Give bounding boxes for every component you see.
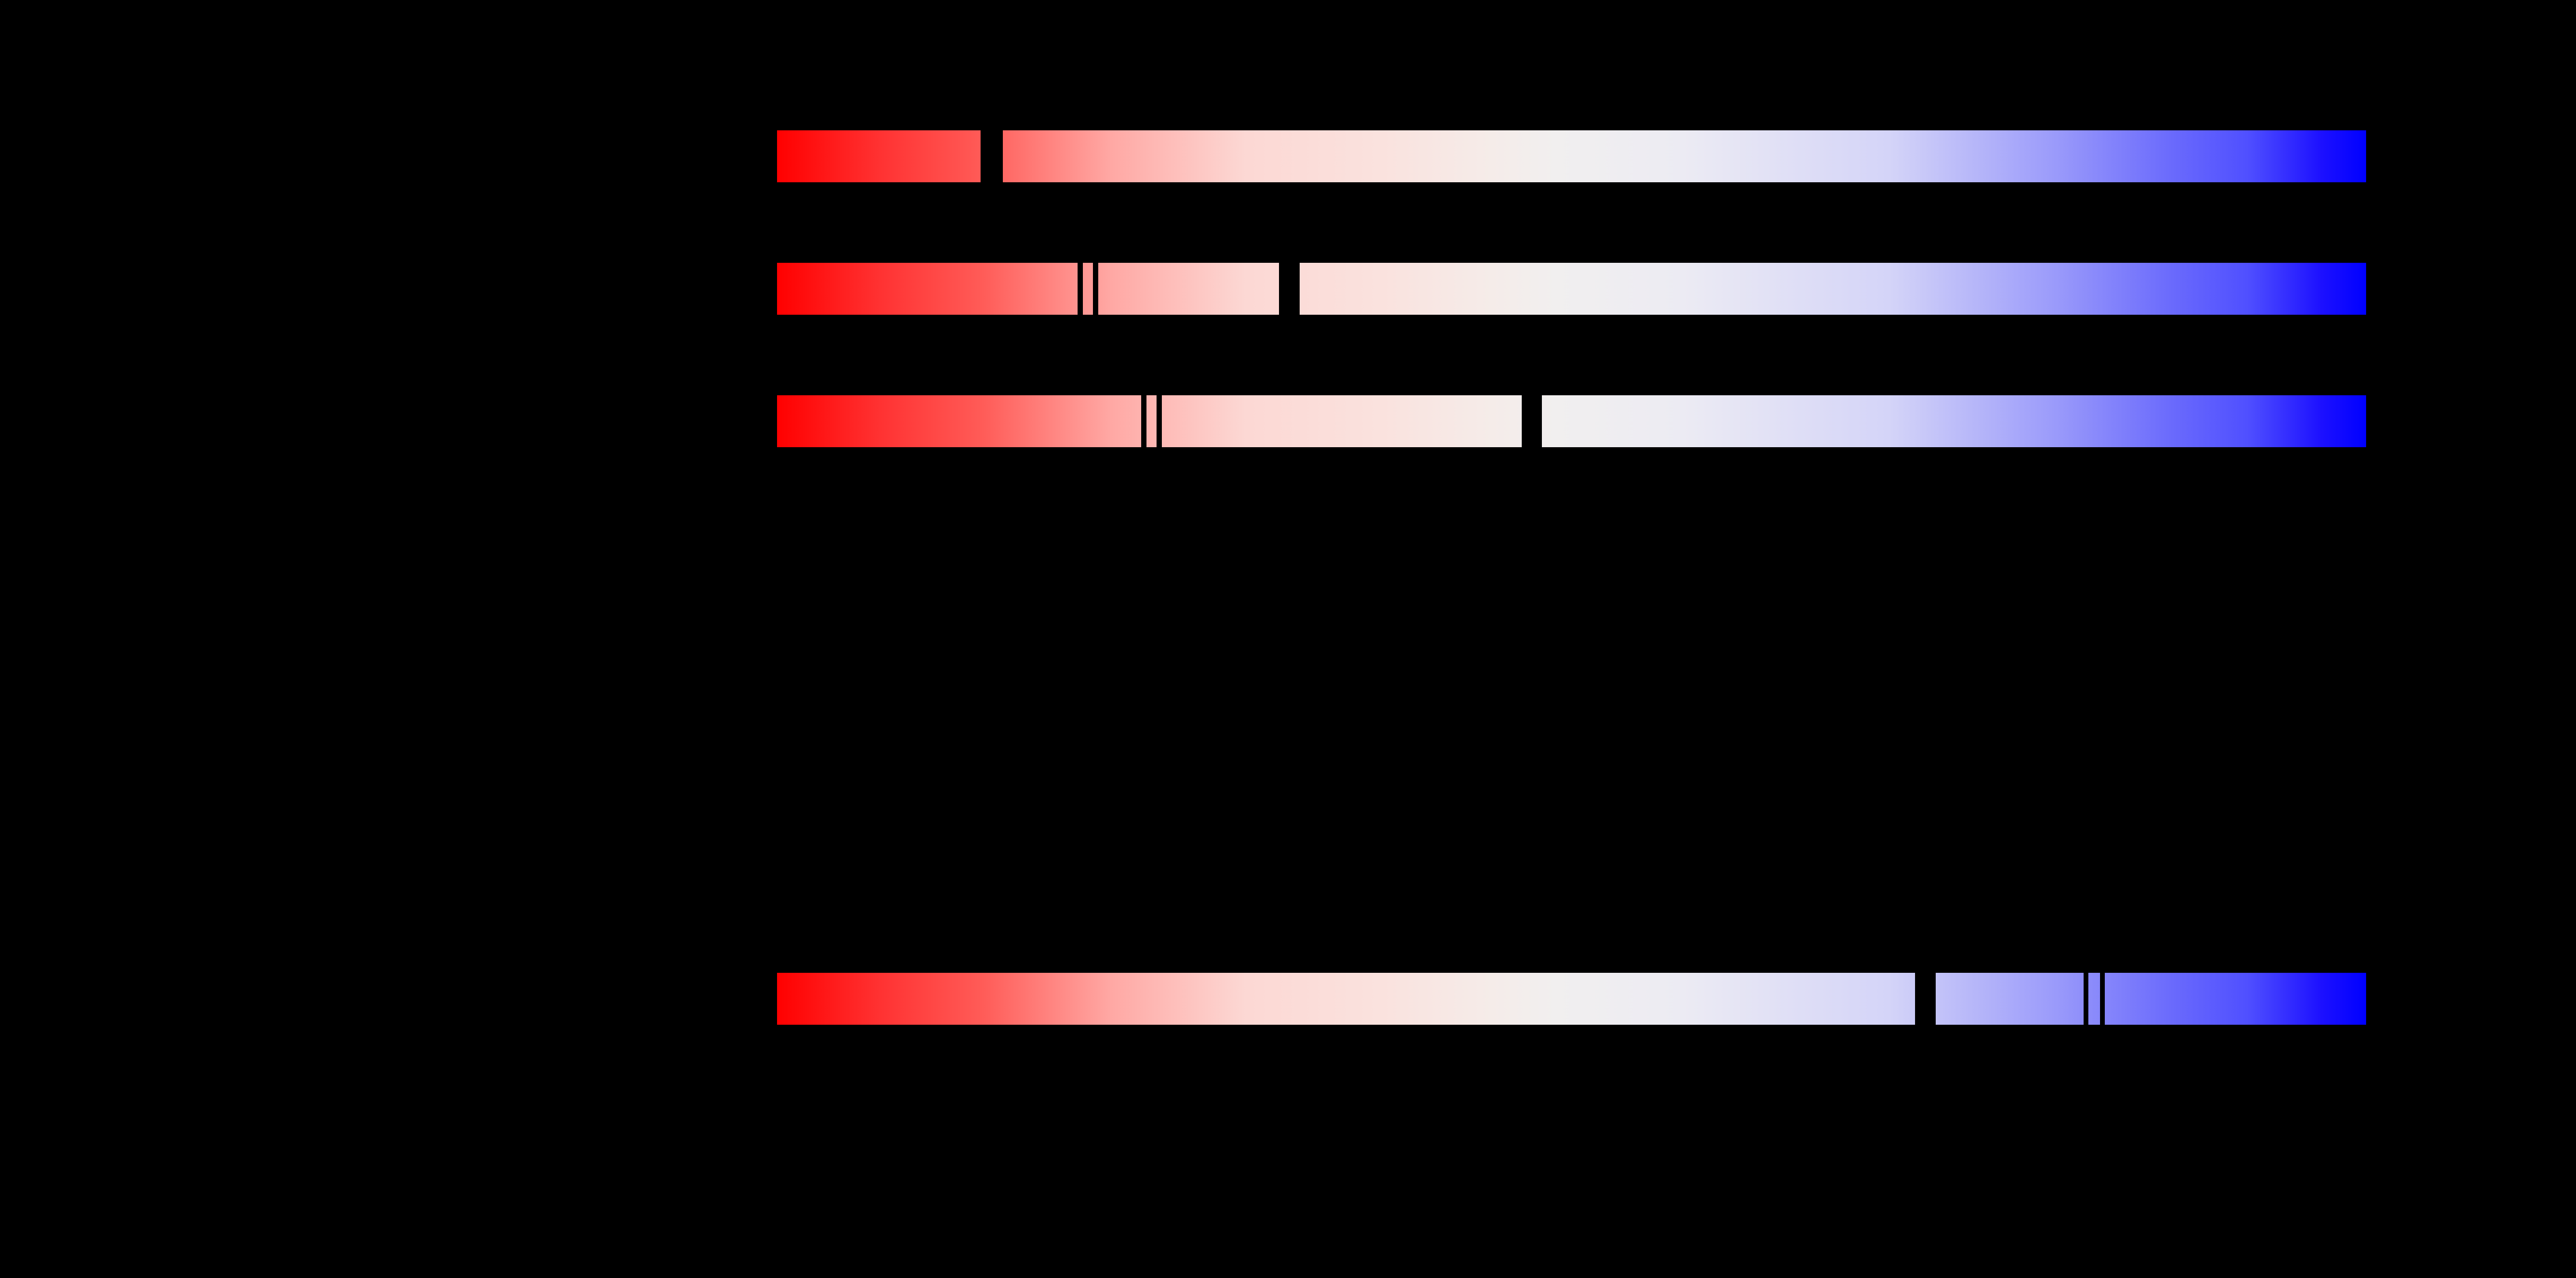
secondary-marker	[2100, 973, 2105, 1025]
secondary-marker	[2084, 973, 2088, 1025]
primary-marker	[1279, 263, 1300, 315]
secondary-marker	[1141, 395, 1146, 447]
secondary-marker	[1157, 395, 1162, 447]
primary-marker	[981, 130, 1003, 182]
gradient-bar-row-4	[777, 973, 2366, 1025]
secondary-marker	[1078, 263, 1083, 315]
primary-marker	[1522, 395, 1542, 447]
primary-marker	[1915, 973, 1936, 1025]
secondary-marker	[1093, 263, 1098, 315]
gradient-bar-row-3	[777, 395, 2366, 447]
gradient-bar-row-2	[777, 263, 2366, 315]
gradient-bar-row-1	[777, 130, 2366, 182]
